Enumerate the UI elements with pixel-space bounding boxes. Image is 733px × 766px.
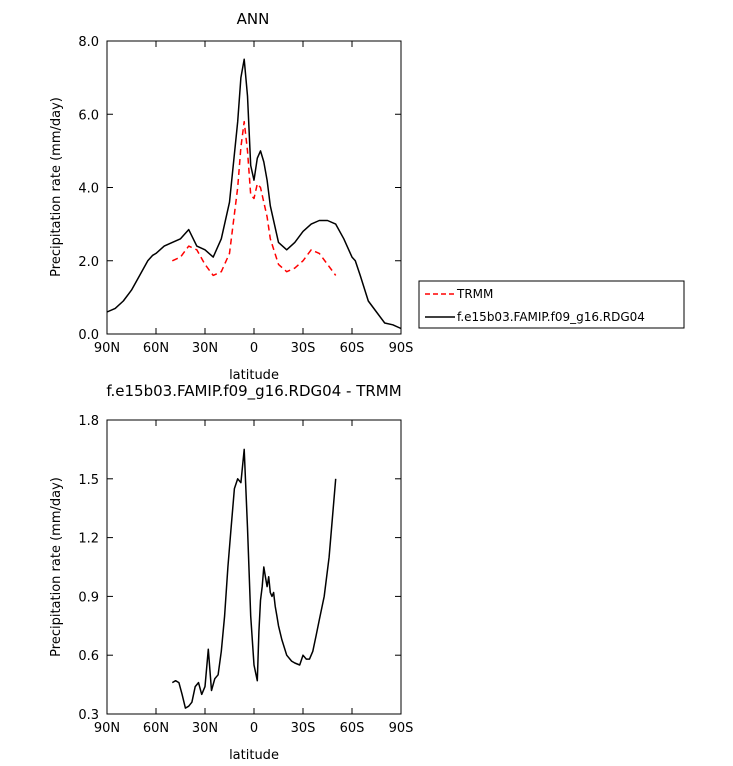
chart-1-x-tick-label: 60N [143, 341, 169, 356]
chart-2-y-tick-label: 0.6 [78, 649, 99, 664]
chart-2-x-axis-label: latitude [229, 748, 279, 763]
chart-1-legend: TRMM f.e15b03.FAMIP.f09_g16.RDG04 [418, 280, 685, 329]
chart-1-x-tick-label: 30N [192, 341, 218, 356]
chart-2-lines [171, 448, 337, 709]
chart-2-y-tick-label: 0.9 [78, 590, 99, 605]
chart-1-lines [106, 58, 402, 330]
chart-1-plot-frame [106, 40, 402, 335]
legend-label-trmm: TRMM [456, 287, 493, 301]
chart-2-x-tick-label: 60N [143, 721, 169, 736]
chart-2-y-tick-label: 1.2 [78, 532, 99, 547]
chart-1-ticks: 90N 60N 30N 0 30S 60S 90S 0.0 2.0 4.0 6.0 8.0 [78, 35, 413, 356]
chart-2-plot-frame [106, 419, 402, 715]
chart-1-x-tick-label: 30S [291, 341, 316, 356]
chart-2-x-tick-label: 0 [250, 721, 258, 736]
chart-1-title: ANN [237, 10, 270, 28]
chart-1-y-tick-label: 8.0 [78, 35, 99, 50]
chart-1-x-tick-label: 90S [389, 341, 414, 356]
legend-label-model: f.e15b03.FAMIP.f09_g16.RDG04 [457, 310, 645, 324]
chart-2-x-tick-label: 60S [340, 721, 365, 736]
chart-2-x-tick-label: 30N [192, 721, 218, 736]
chart-1-x-axis-label: latitude [229, 368, 279, 383]
chart-1-x-tick-label: 60S [340, 341, 365, 356]
chart-1-x-tick-label: 90N [94, 341, 120, 356]
chart-2-y-tick-label: 1.8 [78, 414, 99, 429]
chart-2-series-0-line [171, 448, 337, 709]
chart-1-x-tick-label: 0 [250, 341, 258, 356]
chart-2-x-tick-label: 90N [94, 721, 120, 736]
chart-2-y-tick-label: 1.5 [78, 473, 99, 488]
chart-2-title: f.e15b03.FAMIP.f09_g16.RDG04 - TRMM [106, 382, 401, 401]
chart-2-x-tick-label: 90S [389, 721, 414, 736]
chart-2-y-axis-label: Precipitation rate (mm/day) [49, 477, 64, 657]
chart-1-y-tick-label: 0.0 [78, 328, 99, 343]
legend-box [418, 280, 685, 329]
chart-1-y-axis-label: Precipitation rate (mm/day) [49, 97, 64, 277]
chart-1-y-tick-label: 2.0 [78, 255, 99, 270]
chart-2-x-tick-label: 30S [291, 721, 316, 736]
chart-1-series-trmm-line [171, 120, 337, 277]
chart-2-y-tick-label: 0.3 [78, 708, 99, 723]
chart-2-ticks: 90N 60N 30N 0 30S 60S 90S 0.3 0.6 0.9 1.2 1.5 1.8 [78, 414, 413, 736]
chart-1-y-tick-label: 6.0 [78, 108, 99, 123]
chart-1-series-f-e15b03-famip-f09-g16-rdg04-line [106, 58, 402, 330]
chart-1-y-tick-label: 4.0 [78, 182, 99, 197]
